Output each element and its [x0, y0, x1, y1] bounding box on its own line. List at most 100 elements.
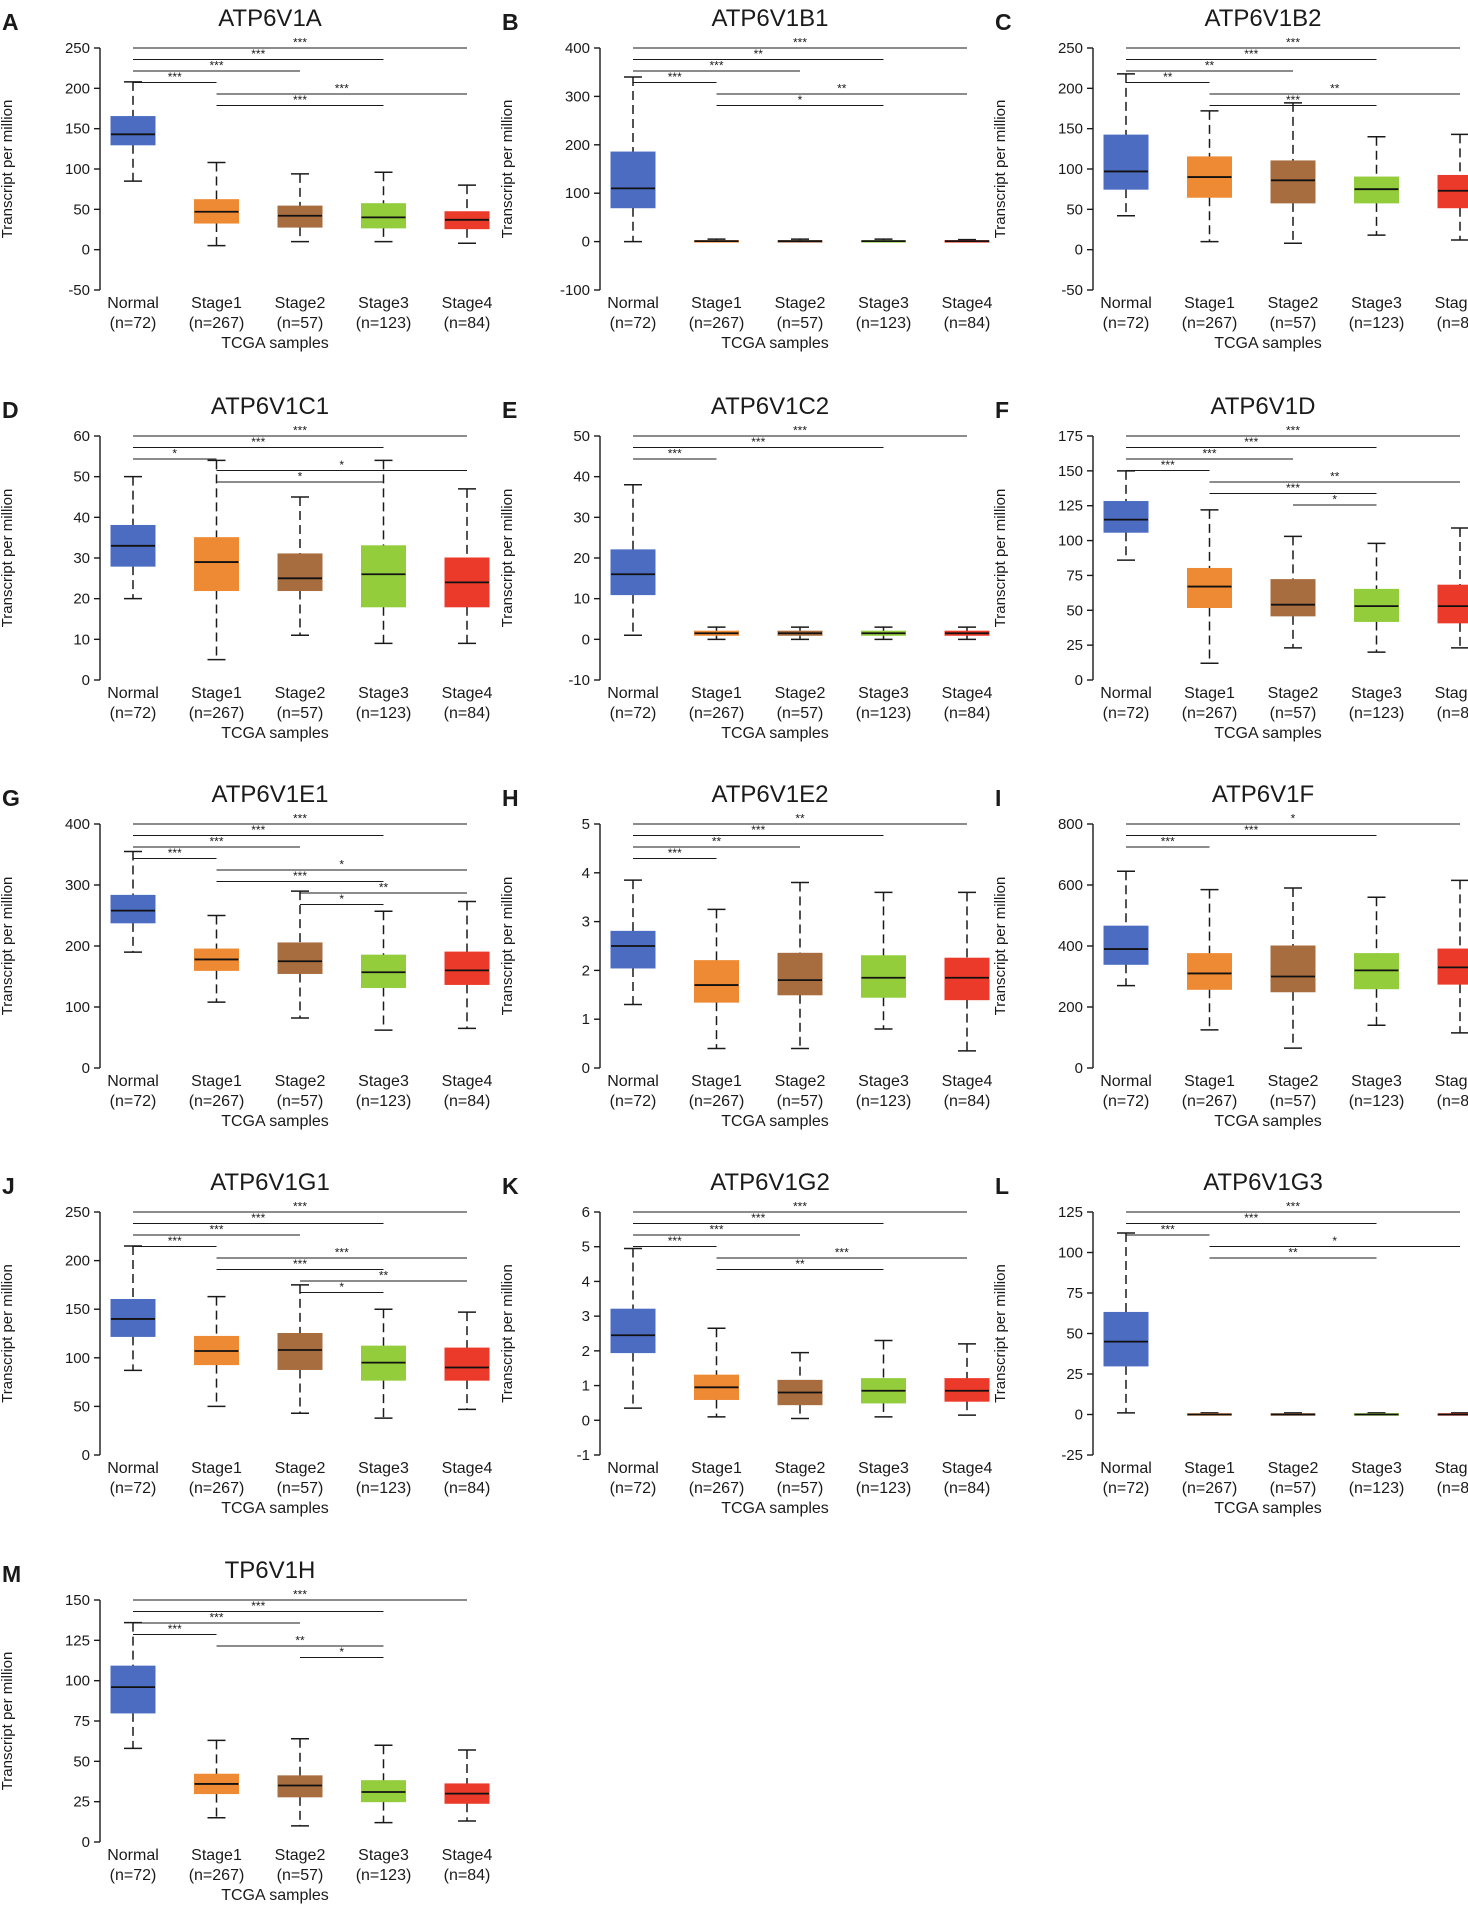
- y-tick-label: 200: [1058, 80, 1083, 97]
- x-axis-title: TCGA samples: [721, 1113, 829, 1130]
- y-tick-label: 200: [65, 1253, 90, 1270]
- panel-title: ATP6V1B1: [712, 5, 829, 32]
- iqr-box: [861, 955, 906, 998]
- x-count-label: (n=72): [110, 315, 157, 332]
- box-normal: [110, 475, 156, 600]
- x-category-label: Normal: [607, 1460, 659, 1477]
- significance-label: ***: [1244, 1211, 1258, 1225]
- x-count-label: (n=57): [277, 1867, 324, 1884]
- significance-label: ***: [709, 1223, 723, 1237]
- significance-label: ***: [751, 435, 765, 449]
- significance-label: **: [754, 47, 764, 61]
- x-category-label: Stage4: [1435, 295, 1468, 312]
- x-count-label: (n=84): [1437, 315, 1468, 332]
- iqr-box: [361, 203, 406, 229]
- iqr-box: [1437, 584, 1468, 624]
- y-tick-label: 0: [82, 1060, 90, 1077]
- y-tick-label: 75: [73, 1713, 90, 1730]
- x-count-label: (n=57): [777, 705, 824, 722]
- x-category-label: Stage1: [1184, 295, 1235, 312]
- x-axis-title: TCGA samples: [1214, 725, 1322, 742]
- x-count-label: (n=84): [944, 1093, 991, 1110]
- x-category-label: Stage1: [191, 685, 242, 702]
- x-category-label: Normal: [107, 1847, 159, 1864]
- box-normal: [1103, 1232, 1149, 1414]
- box-stage4: [444, 900, 490, 1030]
- x-category-label: Stage2: [275, 685, 326, 702]
- x-count-label: (n=267): [189, 1867, 245, 1884]
- y-tick-label: 0: [582, 1060, 590, 1077]
- box-stage4: [444, 1749, 490, 1822]
- x-count-label: (n=72): [1103, 1093, 1150, 1110]
- x-category-label: Stage3: [358, 1847, 409, 1864]
- panel-title: ATP6V1A: [218, 5, 322, 32]
- panel-letter: D: [2, 397, 19, 423]
- y-tick-label: 100: [65, 1350, 90, 1367]
- significance-label: ***: [1161, 1223, 1175, 1237]
- x-count-label: (n=72): [610, 1093, 657, 1110]
- significance-label: *: [339, 458, 344, 472]
- box-stage4: [944, 238, 990, 243]
- y-tick-label: 100: [1058, 161, 1083, 178]
- significance-label: **: [379, 1269, 389, 1283]
- x-category-label: Stage2: [275, 295, 326, 312]
- y-tick-label: 50: [73, 469, 90, 486]
- y-tick-label: 400: [1058, 938, 1083, 955]
- y-tick-label: 150: [65, 121, 90, 138]
- x-axis-title: TCGA samples: [721, 1500, 829, 1517]
- box-stage3: [361, 459, 406, 645]
- y-axis-title: Transcript per million: [992, 877, 1009, 1016]
- y-tick-label: 250: [65, 1204, 90, 1221]
- significance-label: **: [837, 82, 847, 96]
- iqr-box: [610, 151, 656, 209]
- significance-label: *: [1291, 812, 1296, 826]
- y-tick-label: 200: [565, 137, 590, 154]
- box-stage1: [694, 1327, 739, 1418]
- y-tick-label: 200: [65, 938, 90, 955]
- y-tick-label: 3: [582, 914, 590, 931]
- y-tick-label: 150: [65, 1592, 90, 1609]
- y-tick-label: 50: [73, 201, 90, 218]
- box-normal: [610, 76, 656, 243]
- y-axis-title: Transcript per million: [499, 1264, 516, 1403]
- significance-label: *: [798, 93, 803, 107]
- box-stage2: [277, 890, 323, 1019]
- x-count-label: (n=267): [189, 1480, 245, 1497]
- significance-label: **: [795, 812, 805, 826]
- y-tick-label: 125: [1058, 1204, 1083, 1221]
- box-stage1: [1187, 110, 1232, 243]
- significance-label: *: [339, 892, 344, 906]
- box-stage4: [1437, 133, 1468, 241]
- x-category-label: Stage1: [191, 1460, 242, 1477]
- significance-label: ***: [293, 424, 307, 438]
- x-count-label: (n=57): [1270, 1480, 1317, 1497]
- y-tick-label: -1: [577, 1447, 590, 1464]
- significance-label: ***: [293, 812, 307, 826]
- box-stage2: [277, 496, 323, 637]
- y-tick-label: 100: [1058, 533, 1083, 550]
- x-count-label: (n=57): [277, 315, 324, 332]
- box-stage4: [944, 891, 990, 1052]
- iqr-box: [444, 951, 490, 985]
- x-category-label: Stage4: [942, 1460, 993, 1477]
- y-tick-label: 100: [1058, 1245, 1083, 1262]
- box-stage3: [361, 1308, 406, 1419]
- x-category-label: Stage3: [358, 1073, 409, 1090]
- x-count-label: (n=72): [1103, 1480, 1150, 1497]
- significance-label: ***: [293, 1257, 307, 1271]
- x-category-label: Stage1: [191, 1847, 242, 1864]
- x-count-label: (n=84): [1437, 1480, 1468, 1497]
- iqr-box: [1270, 579, 1316, 617]
- significance-label: ***: [1244, 47, 1258, 61]
- significance-label: **: [1205, 59, 1215, 73]
- box-stage2: [277, 1737, 323, 1827]
- y-tick-label: 25: [1066, 637, 1083, 654]
- iqr-box: [110, 894, 156, 924]
- x-count-label: (n=84): [944, 705, 991, 722]
- significance-label: ***: [335, 1246, 349, 1260]
- y-tick-label: 1: [582, 1011, 590, 1028]
- x-count-label: (n=84): [444, 1093, 491, 1110]
- y-tick-label: 0: [82, 242, 90, 259]
- x-count-label: (n=57): [777, 315, 824, 332]
- y-tick-label: 150: [65, 1301, 90, 1318]
